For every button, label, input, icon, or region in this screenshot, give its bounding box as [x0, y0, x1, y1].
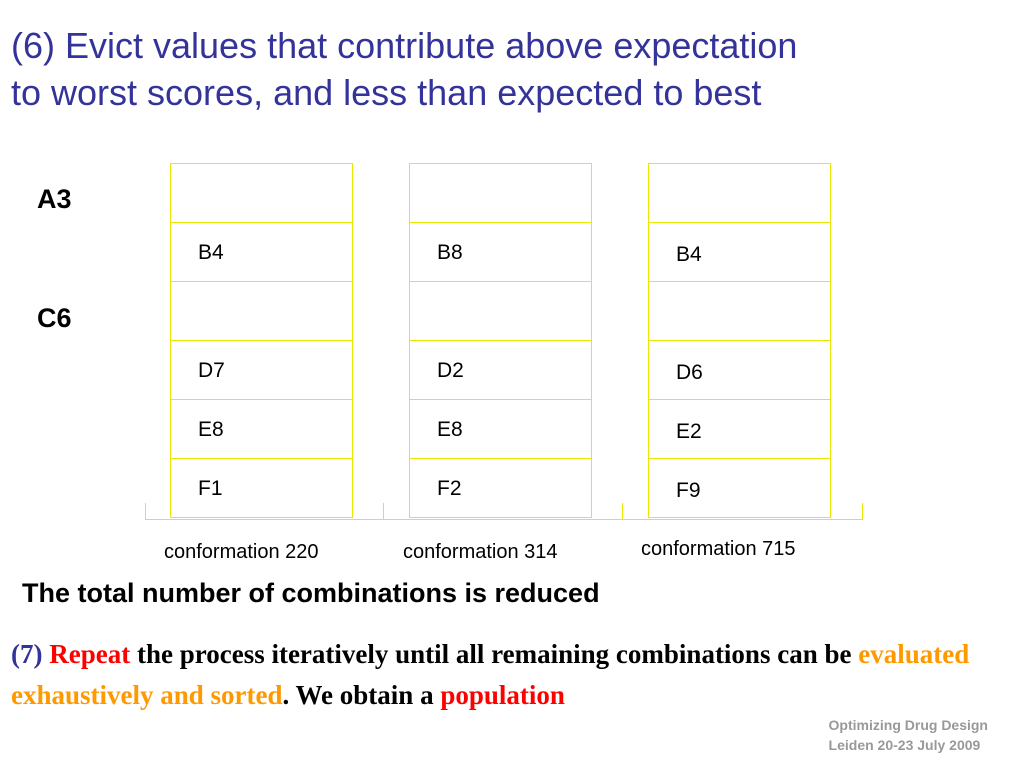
slot-value: F2 [437, 477, 462, 500]
slot-value: B8 [437, 241, 463, 264]
footer-line-2: Leiden 20-23 July 2009 [828, 737, 981, 753]
slot-value: D2 [437, 359, 464, 382]
reduced-statement: The total number of combinations is redu… [22, 578, 600, 608]
slot-cell [648, 281, 831, 341]
footer-line-1: Optimizing Drug Design [828, 717, 988, 733]
bracket-tick [862, 503, 863, 519]
bracket-tick [622, 503, 623, 519]
slot-value: B4 [198, 241, 224, 264]
repeat-highlight: Repeat [49, 639, 131, 669]
slot-value: D7 [198, 359, 225, 382]
caption-conformation-715: conformation 715 [641, 538, 796, 560]
slot-cell [409, 281, 592, 341]
slide-footer: Optimizing Drug Design Leiden 20-23 July… [829, 715, 988, 755]
slot-cell: D2 [409, 340, 592, 400]
slot-cell [648, 163, 831, 223]
exhaustive-highlight: evaluated exhaustively and sorted [11, 639, 970, 710]
slot-cell: B4 [648, 222, 831, 282]
slot-value: F9 [676, 479, 701, 502]
slot-cell: D7 [170, 340, 353, 400]
slot-cell: F2 [409, 458, 592, 518]
slide-title-line-2: to worst scores, and less than expected … [11, 72, 762, 113]
population-highlight: population [440, 680, 565, 710]
slot-cell: B8 [409, 222, 592, 282]
slot-cell [170, 281, 353, 341]
slide-title-line-1: (6) Evict values that contribute above e… [11, 25, 798, 66]
row-label-a3: A3 [37, 184, 72, 214]
slot-value: E2 [676, 420, 702, 443]
step-number: (7) [11, 639, 43, 669]
slot-value: E8 [198, 418, 224, 441]
step-7-text: (7) Repeat the process iteratively until… [11, 634, 1011, 716]
slot-cell [409, 163, 592, 223]
row-label-c6: C6 [37, 303, 72, 333]
slot-value: B4 [676, 243, 702, 266]
slot-cell: F9 [648, 458, 831, 518]
slot-cell: E8 [409, 399, 592, 459]
step-7-body: the process iteratively until all remain… [136, 639, 852, 669]
bracket-tick [145, 503, 146, 519]
slot-value: F1 [198, 477, 223, 500]
slot-value: D6 [676, 361, 703, 384]
slot-cell: F1 [170, 458, 353, 518]
slot-cell: E8 [170, 399, 353, 459]
baseline-bracket [145, 503, 863, 520]
conformation-column-3: B4 D6 E2 F9 [648, 163, 831, 518]
caption-conformation-220: conformation 220 [164, 541, 319, 563]
slot-value: E8 [437, 418, 463, 441]
slot-cell [170, 163, 353, 223]
bracket-tick [383, 503, 384, 519]
slot-cell: D6 [648, 340, 831, 400]
conformation-column-1: B4 D7 E8 F1 [170, 163, 353, 518]
slide-title: (6) Evict values that contribute above e… [11, 22, 1016, 116]
caption-conformation-314: conformation 314 [403, 541, 558, 563]
slot-cell: B4 [170, 222, 353, 282]
step-7-body-2: . We obtain a [282, 680, 434, 710]
conformation-column-2: B8 D2 E8 F2 [409, 163, 592, 518]
slot-cell: E2 [648, 399, 831, 459]
